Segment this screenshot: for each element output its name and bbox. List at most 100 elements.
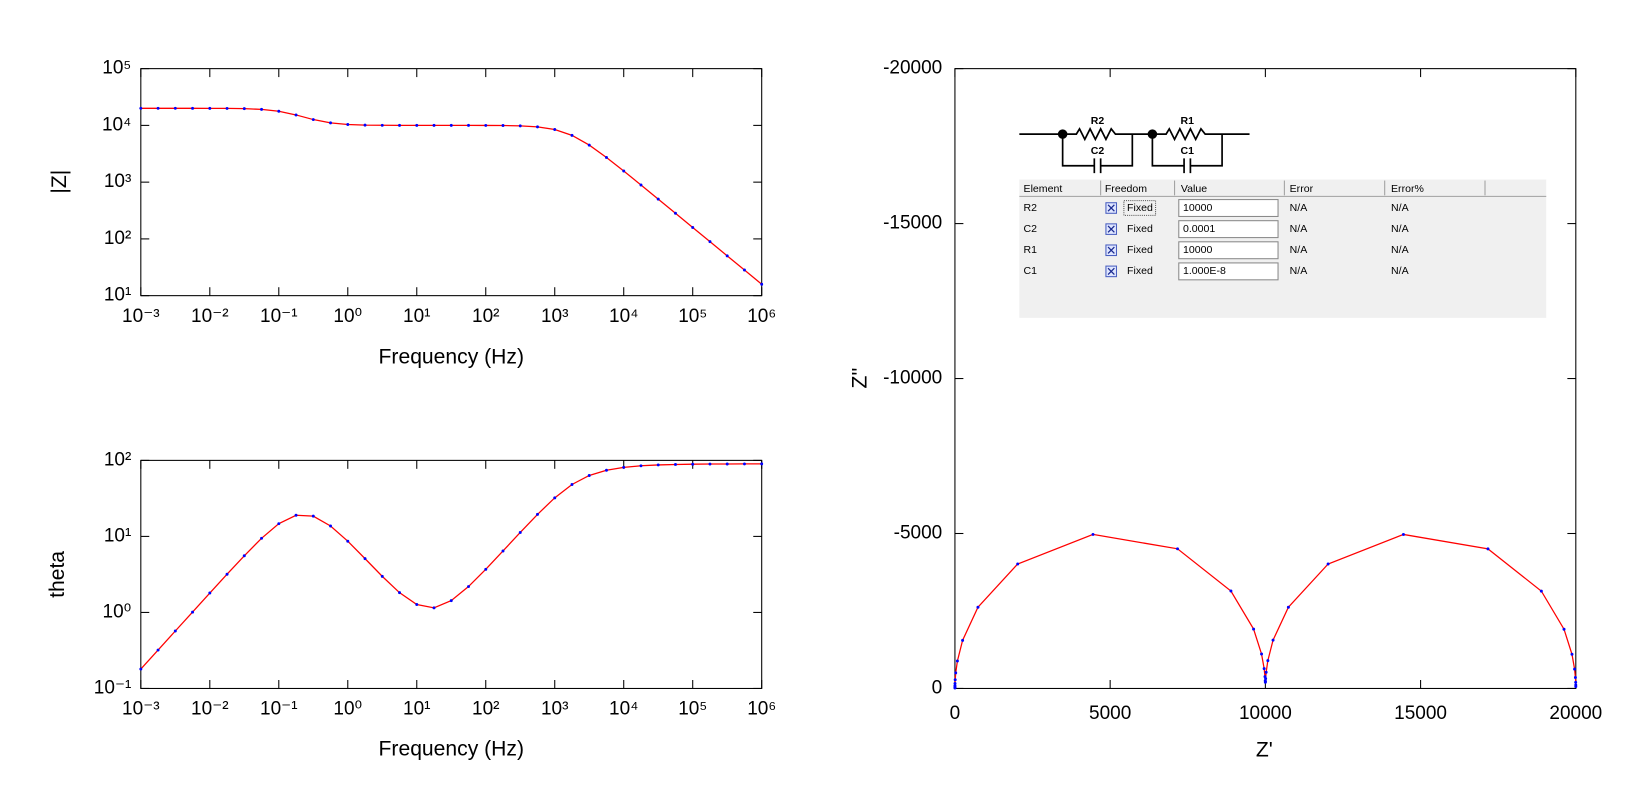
data-point [380, 123, 384, 127]
y-tick-label: -10000 [883, 368, 942, 389]
x-axis-title: Z' [1256, 738, 1273, 761]
data-point [225, 106, 229, 110]
data-point [953, 682, 957, 686]
x-tick-label: 10⁻² [191, 699, 228, 720]
data-point [294, 513, 298, 517]
data-point [1562, 627, 1566, 631]
x-tick-label: 10⁻¹ [260, 699, 297, 720]
x-tick-label: 10¹ [403, 306, 430, 327]
data-point [242, 554, 246, 558]
table-cell: N/A [1391, 223, 1410, 235]
data-point [449, 123, 453, 127]
value-input [1178, 199, 1279, 217]
data-point [954, 671, 958, 675]
data-point [955, 659, 959, 663]
x-tick-label: 10⁻³ [122, 306, 159, 327]
table-cell: 10000 [1183, 202, 1212, 214]
x-axis-title: Frequency (Hz) [379, 737, 524, 760]
table-cell: Fixed [1127, 202, 1153, 214]
data-point [1570, 652, 1574, 656]
data-point [139, 667, 143, 671]
value-input [1178, 220, 1279, 239]
data-point [1573, 667, 1577, 671]
focus-box [1123, 200, 1157, 216]
x-tick-label: 10⁴ [609, 306, 638, 327]
table-cell: 10000 [1183, 244, 1212, 256]
data-point [1016, 562, 1020, 566]
data-point [1486, 547, 1490, 551]
checkbox-mark [1107, 204, 1115, 212]
data-point [311, 118, 315, 122]
data-point [1326, 562, 1330, 566]
y-tick-label: 10³ [104, 171, 131, 192]
x-axis-title: Frequency (Hz) [379, 346, 524, 369]
data-point [1263, 679, 1267, 683]
table-cell: R2 [1024, 202, 1038, 214]
data-point [1271, 638, 1275, 642]
y-tick-label: 10¹ [104, 285, 131, 306]
data-point [329, 121, 333, 125]
data-point [1266, 659, 1270, 663]
data-point [467, 123, 470, 127]
data-point [587, 474, 591, 477]
table-cell: C2 [1024, 223, 1038, 235]
data-point [1176, 547, 1179, 551]
data-point [570, 483, 574, 486]
circuit-label: C1 [1180, 145, 1194, 157]
data-point [605, 468, 608, 472]
table-cell: N/A [1290, 202, 1309, 214]
column-header: Value [1181, 183, 1207, 195]
data-point [173, 106, 177, 110]
parameter-table: Element Freedom Value Error Error% R2 Fixed 100… [1019, 179, 1547, 318]
data-point [961, 638, 965, 642]
checkbox-mark [1107, 267, 1115, 275]
x-tick-label: 0 [950, 703, 961, 724]
data-point [432, 123, 436, 127]
x-tick-label: 10² [472, 699, 499, 720]
column-header: Error% [1391, 183, 1424, 195]
data-point [156, 648, 160, 652]
x-tick-label: 10000 [1239, 703, 1292, 724]
data-point [587, 143, 591, 147]
x-tick-label: 10⁰ [333, 699, 362, 720]
table-cell: Fixed [1127, 244, 1153, 256]
y-tick-label: 10⁵ [102, 58, 131, 79]
data-point [708, 462, 712, 466]
data-point [1260, 652, 1264, 656]
data-point [953, 686, 957, 690]
data-point [432, 606, 436, 610]
data-point [953, 678, 957, 682]
data-point [363, 557, 367, 561]
data-point [708, 240, 712, 244]
x-tick-label: 5000 [1089, 703, 1131, 724]
x-tick-label: 10⁻³ [122, 699, 159, 720]
value-input [1178, 241, 1279, 260]
y-tick-label: 0 [932, 677, 943, 698]
table-cell: R1 [1024, 244, 1038, 256]
data-point [553, 128, 557, 131]
circuit-label: C2 [1091, 145, 1105, 157]
table-cell: 1.000E-8 [1183, 265, 1226, 277]
x-tick-label: 10⁻¹ [260, 306, 297, 327]
data-point [622, 465, 626, 469]
data-point [553, 496, 557, 500]
data-point [1252, 627, 1256, 631]
data-point [415, 123, 419, 127]
data-point [484, 567, 488, 571]
data-point [1091, 532, 1095, 536]
data-point [467, 585, 470, 589]
data-point [208, 591, 212, 595]
circuit-wire [1019, 126, 1153, 174]
x-tick-label: 10⁶ [747, 306, 776, 327]
data-point [1574, 680, 1578, 684]
data-point [277, 522, 281, 526]
table-cell: N/A [1290, 244, 1309, 256]
data-point [449, 599, 453, 603]
y-tick-label: -20000 [883, 58, 942, 79]
data-point [1264, 670, 1268, 674]
column-header: Freedom [1105, 183, 1147, 195]
data-point [570, 133, 574, 137]
y-axis-title: Z'' [849, 368, 872, 389]
circuit-label: R1 [1180, 115, 1194, 127]
